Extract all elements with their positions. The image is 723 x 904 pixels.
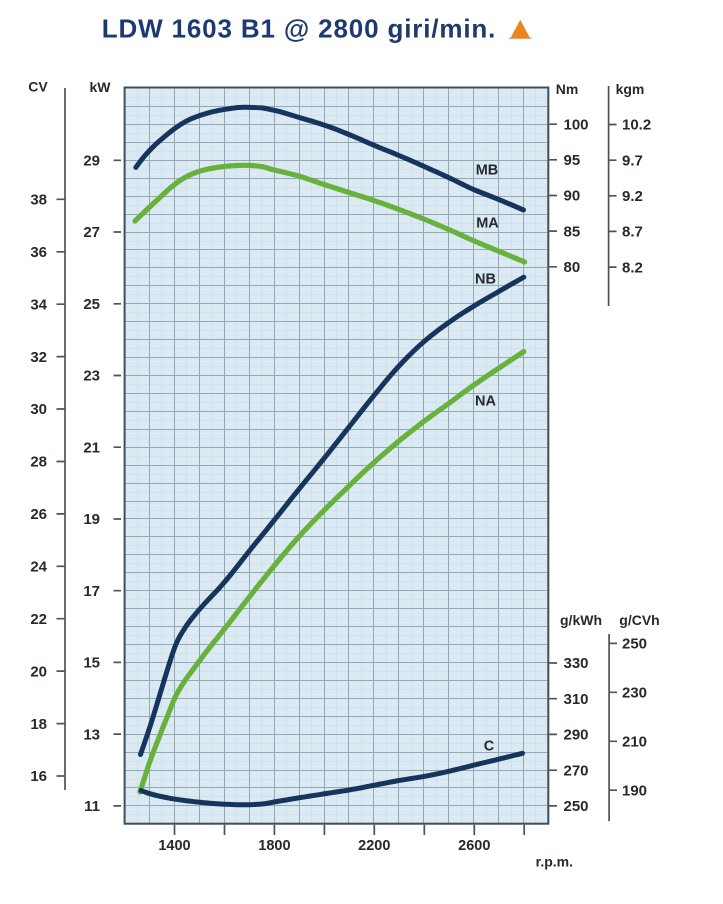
svg-text:2600: 2600 [458, 838, 490, 854]
svg-text:32: 32 [30, 349, 47, 366]
svg-text:16: 16 [30, 768, 47, 785]
svg-text:11: 11 [84, 798, 100, 815]
svg-text:210: 210 [622, 734, 647, 751]
svg-text:kW: kW [90, 79, 112, 95]
svg-text:20: 20 [30, 663, 47, 680]
svg-text:270: 270 [564, 762, 589, 779]
svg-text:9.7: 9.7 [622, 152, 643, 169]
svg-text:17: 17 [83, 583, 100, 600]
svg-text:18: 18 [30, 716, 47, 733]
svg-text:290: 290 [564, 727, 589, 744]
svg-text:Nm: Nm [556, 81, 579, 97]
svg-text:MB: MB [476, 163, 499, 179]
svg-text:r.p.m.: r.p.m. [536, 854, 573, 870]
svg-text:NB: NB [475, 272, 496, 288]
svg-text:28: 28 [30, 454, 47, 471]
svg-text:250: 250 [564, 798, 589, 815]
svg-text:310: 310 [564, 691, 589, 708]
svg-text:230: 230 [622, 685, 647, 702]
svg-text:100: 100 [564, 116, 589, 133]
svg-text:kgm: kgm [616, 81, 645, 97]
svg-text:13: 13 [83, 726, 100, 743]
svg-text:MA: MA [476, 216, 499, 232]
svg-text:2200: 2200 [358, 838, 390, 854]
svg-text:15: 15 [83, 655, 100, 672]
svg-text:8.7: 8.7 [622, 224, 643, 241]
svg-text:29: 29 [83, 153, 100, 170]
svg-text:21: 21 [83, 439, 100, 456]
svg-text:C: C [484, 739, 495, 755]
svg-text:85: 85 [564, 223, 581, 240]
svg-text:30: 30 [30, 401, 47, 418]
svg-text:23: 23 [83, 368, 100, 385]
svg-text:8.2: 8.2 [622, 259, 643, 276]
svg-text:g/CVh: g/CVh [619, 612, 659, 628]
svg-text:26: 26 [30, 506, 47, 523]
svg-text:19: 19 [83, 511, 100, 528]
svg-text:LDW 1603 B1 @ 2800 giri/min.: LDW 1603 B1 @ 2800 giri/min. [102, 14, 497, 44]
svg-text:CV: CV [28, 79, 48, 95]
svg-text:80: 80 [564, 259, 581, 276]
svg-text:38: 38 [30, 192, 47, 209]
svg-text:330: 330 [564, 655, 589, 672]
svg-text:1800: 1800 [258, 838, 290, 854]
svg-text:36: 36 [30, 244, 47, 261]
svg-text:24: 24 [30, 559, 47, 576]
svg-text:190: 190 [622, 782, 647, 799]
svg-text:10.2: 10.2 [622, 117, 651, 134]
svg-text:95: 95 [564, 152, 581, 169]
svg-text:90: 90 [564, 188, 581, 205]
svg-text:1400: 1400 [158, 838, 190, 854]
svg-text:34: 34 [30, 296, 47, 313]
svg-text:22: 22 [30, 611, 47, 628]
svg-text:NA: NA [475, 394, 496, 410]
svg-text:25: 25 [83, 296, 100, 313]
svg-text:g/kWh: g/kWh [560, 612, 602, 628]
svg-text:250: 250 [622, 636, 647, 653]
svg-text:27: 27 [83, 224, 100, 241]
svg-text:9.2: 9.2 [622, 188, 643, 205]
